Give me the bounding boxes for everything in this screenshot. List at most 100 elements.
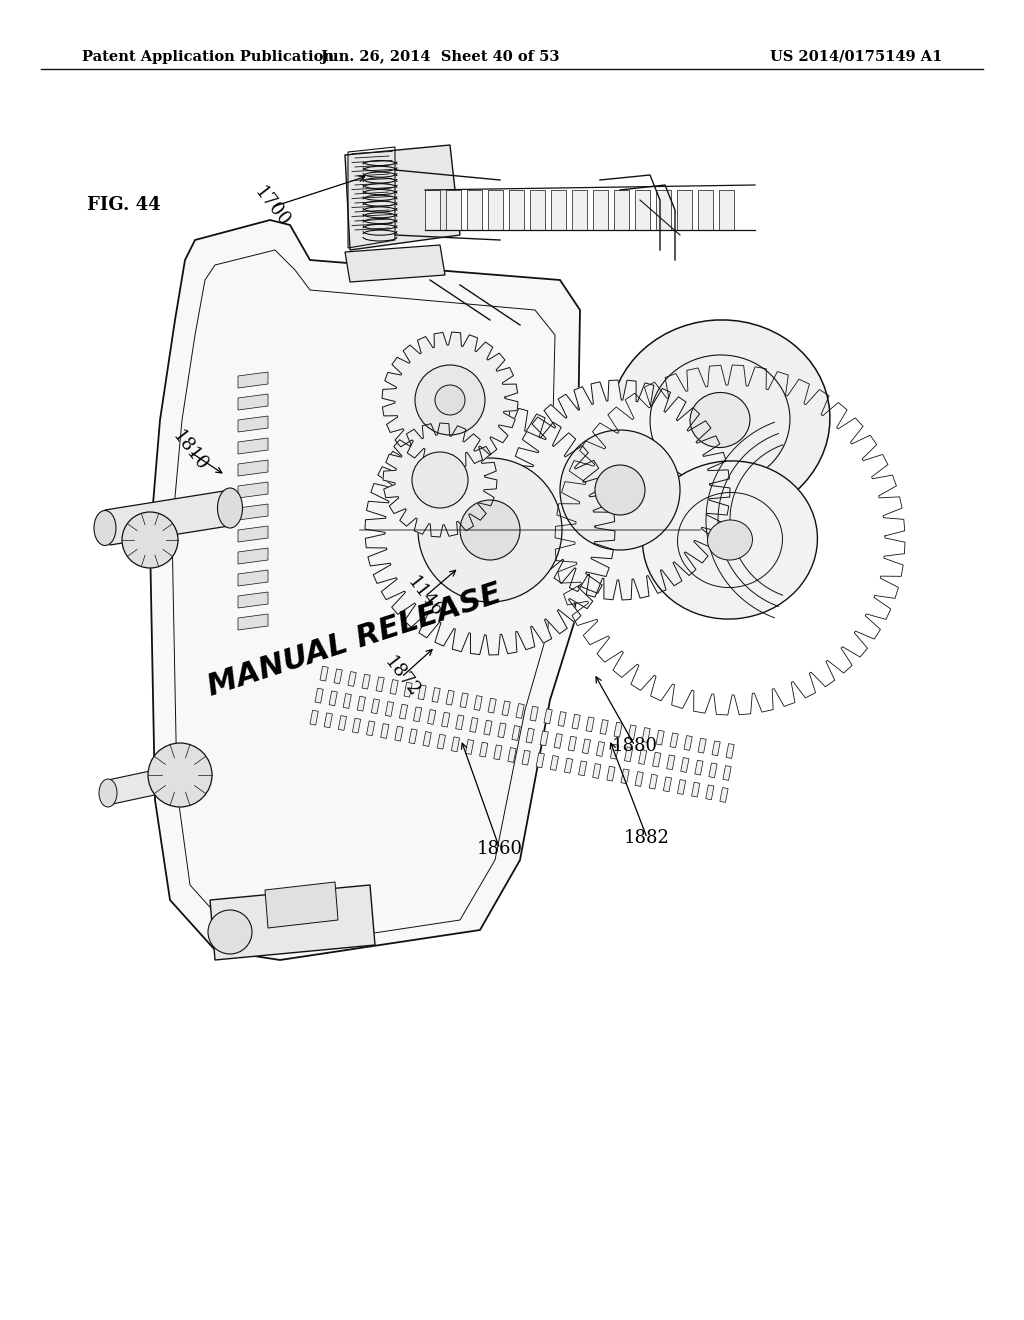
Polygon shape [409,729,417,743]
Polygon shape [494,744,502,760]
Polygon shape [677,190,692,230]
Text: Jun. 26, 2014  Sheet 40 of 53: Jun. 26, 2014 Sheet 40 of 53 [322,50,559,63]
Polygon shape [390,680,398,694]
Polygon shape [614,722,623,737]
Polygon shape [706,785,714,800]
Polygon shape [348,672,356,686]
Ellipse shape [99,779,117,807]
Polygon shape [210,884,375,960]
Polygon shape [381,723,389,738]
Polygon shape [550,755,558,771]
Polygon shape [488,698,497,713]
Polygon shape [656,730,665,744]
Polygon shape [509,190,524,230]
Polygon shape [712,741,720,756]
Polygon shape [425,190,440,230]
Polygon shape [564,758,572,774]
Polygon shape [238,570,268,586]
Polygon shape [310,710,318,725]
Polygon shape [512,726,520,741]
Polygon shape [593,763,601,779]
Polygon shape [382,333,518,469]
Polygon shape [610,744,618,759]
Polygon shape [319,667,329,681]
Polygon shape [583,739,591,754]
Polygon shape [357,696,366,711]
Polygon shape [238,548,268,564]
Polygon shape [551,190,566,230]
Polygon shape [488,190,503,230]
Circle shape [418,458,562,602]
Polygon shape [329,690,337,706]
Polygon shape [558,711,566,726]
Circle shape [412,451,468,508]
Polygon shape [238,482,268,498]
Polygon shape [456,715,464,730]
Polygon shape [105,490,234,545]
Text: MANUAL RELEASE: MANUAL RELEASE [204,578,506,701]
Polygon shape [334,669,342,684]
Ellipse shape [690,392,750,447]
Polygon shape [441,713,450,727]
Polygon shape [572,190,587,230]
Ellipse shape [94,511,116,545]
Polygon shape [238,416,268,432]
Text: 1880: 1880 [612,737,657,755]
Polygon shape [474,696,482,710]
Polygon shape [681,758,689,772]
Text: 1146: 1146 [403,573,446,620]
Polygon shape [607,766,615,781]
Polygon shape [508,747,516,763]
Polygon shape [614,190,629,230]
Polygon shape [593,190,608,230]
Polygon shape [579,760,587,776]
Polygon shape [726,743,734,759]
Text: 1872: 1872 [380,653,423,701]
Polygon shape [238,591,268,609]
Polygon shape [664,777,672,792]
Polygon shape [325,713,333,727]
Circle shape [460,500,520,560]
Polygon shape [537,752,545,768]
Ellipse shape [217,488,243,528]
Polygon shape [642,727,650,742]
Polygon shape [338,715,346,730]
Polygon shape [526,729,535,743]
Polygon shape [522,750,530,766]
Polygon shape [667,755,675,770]
Polygon shape [238,525,268,543]
Polygon shape [720,788,728,803]
Polygon shape [108,766,178,805]
Polygon shape [656,190,671,230]
Polygon shape [352,718,360,733]
Ellipse shape [643,461,817,619]
Polygon shape [586,717,594,731]
Circle shape [435,385,465,414]
Polygon shape [698,190,713,230]
Polygon shape [343,693,351,709]
Polygon shape [376,677,384,692]
Polygon shape [404,682,413,697]
Polygon shape [372,698,380,714]
Circle shape [148,743,212,807]
Polygon shape [418,685,426,700]
Circle shape [595,465,645,515]
Polygon shape [460,693,468,708]
Polygon shape [265,882,338,928]
Polygon shape [395,726,403,741]
Polygon shape [691,783,699,797]
Polygon shape [544,709,552,723]
Polygon shape [568,737,577,751]
Text: FIG. 44: FIG. 44 [87,195,161,214]
Polygon shape [238,504,268,520]
Polygon shape [635,772,643,787]
Polygon shape [432,688,440,702]
Text: 1860: 1860 [477,840,522,858]
Polygon shape [695,760,703,775]
Polygon shape [510,380,730,601]
Polygon shape [554,734,562,748]
Polygon shape [315,688,324,704]
Polygon shape [698,738,707,754]
Polygon shape [238,372,268,388]
Polygon shape [437,734,445,748]
